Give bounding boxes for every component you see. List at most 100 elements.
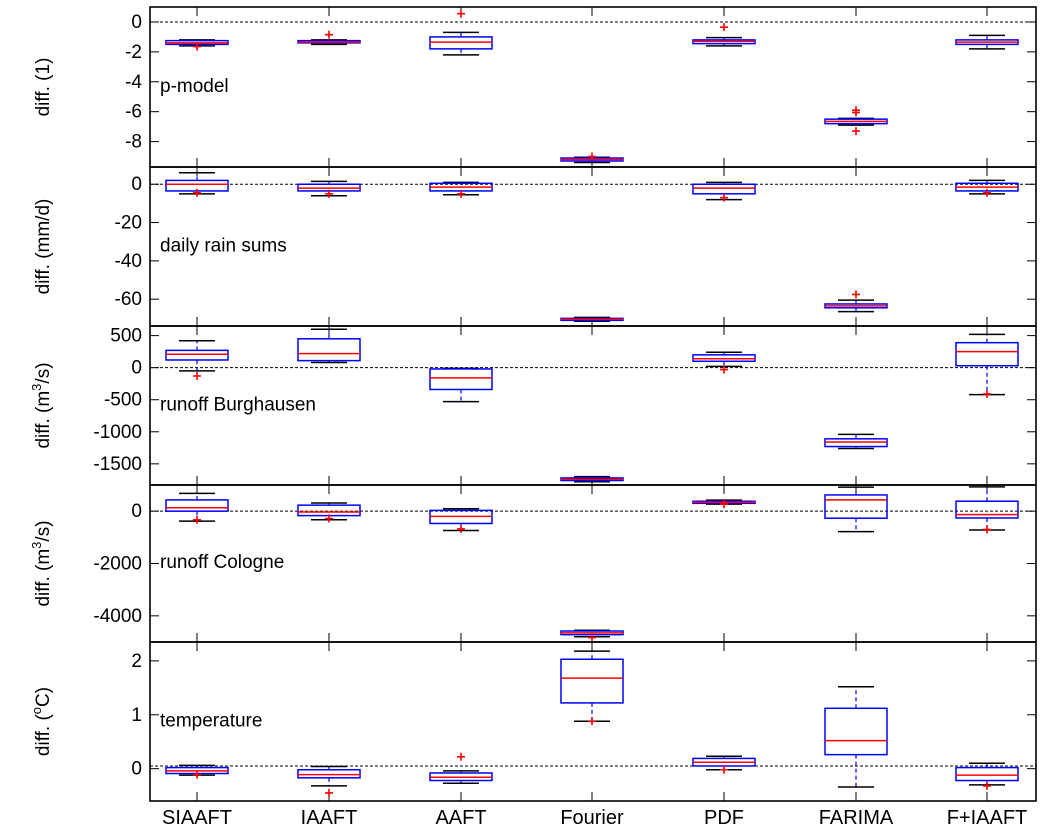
outlier-marker: [325, 514, 333, 523]
y-axis-label: diff. (1): [33, 58, 54, 117]
outlier-marker: [193, 770, 201, 779]
outlier-marker: [983, 389, 991, 398]
box-siaaft: [165, 339, 229, 381]
outlier-marker: [325, 189, 333, 198]
panel-5: 2 1 0 diff. (oC) temperature: [29, 641, 1037, 802]
y-tick-label: -4: [125, 72, 142, 93]
x-tick-label: AAFT: [435, 807, 486, 829]
box-pdf: [692, 181, 756, 202]
box-siaaft: [165, 764, 229, 779]
y-axis-label: diff. (oC): [29, 687, 54, 756]
box-iaaft: [297, 502, 361, 523]
box-f-iaaft: [955, 486, 1019, 534]
y-tick-label: -1000: [93, 422, 142, 443]
box-iqr: [297, 338, 361, 362]
outlier-marker: [720, 500, 728, 509]
y-tick-label: 0: [131, 12, 142, 33]
box-iqr: [955, 500, 1019, 519]
box-pdf: [692, 755, 756, 774]
panel-4: 0 -2000 -4000 diff. (m3/s) runoff Cologne: [29, 484, 1037, 643]
outlier-marker: [983, 188, 991, 197]
outlier-marker: [325, 30, 333, 39]
y-tick-label: 2: [131, 651, 142, 672]
outlier-marker: [720, 365, 728, 374]
outlier-marker: [983, 525, 991, 534]
box-siaaft: [165, 171, 229, 197]
outlier-marker: [852, 290, 860, 299]
box-farima: [824, 486, 888, 533]
box-aaft: [429, 367, 493, 403]
panel-1: 0 -2 -4 -6 -8 diff. (1) p-model: [33, 6, 1037, 168]
x-tick-label: FARIMA: [819, 807, 894, 829]
box-iqr: [824, 707, 888, 756]
y-tick-label: 500: [110, 326, 142, 347]
box-iaaft: [297, 30, 361, 46]
y-tick-label: -2: [125, 42, 142, 63]
box-iqr: [955, 766, 1019, 782]
box-aaft: [429, 9, 493, 56]
panel-annotation: runoff Cologne: [160, 552, 284, 573]
outlier-marker: [457, 752, 465, 761]
outlier-marker: [983, 781, 991, 790]
box-iqr: [429, 368, 493, 391]
panel-annotation: daily rain sums: [160, 235, 287, 256]
outlier-marker: [720, 765, 728, 774]
y-axis-label: diff. (m3/s): [29, 362, 54, 448]
y-tick-label: 0: [131, 174, 142, 195]
x-tick-label: PDF: [704, 807, 744, 829]
panel-2: 0 -20 -40 -60 diff. (mm/d) daily rain sums: [33, 166, 1037, 327]
outlier-marker: [193, 188, 201, 197]
box-farima: [824, 106, 888, 136]
outlier-marker: [193, 515, 201, 524]
x-tick-label: Fourier: [560, 807, 624, 829]
box-farima: [824, 290, 888, 313]
panels: 0 -2 -4 -6 -8 diff. (1) p-model 0 -20 -40 -60 diff.…: [29, 6, 1037, 802]
panel-frame: [149, 6, 1037, 168]
box-iqr: [560, 658, 624, 704]
y-axis-label: diff. (m3/s): [29, 520, 54, 606]
box-iaaft: [297, 765, 361, 797]
outlier-marker: [720, 23, 728, 32]
box-siaaft: [165, 39, 229, 51]
y-tick-label: -20: [115, 213, 142, 234]
y-tick-label: -6: [125, 102, 142, 123]
panel-annotation: p-model: [160, 76, 229, 97]
x-tick-label: F+IAAFT: [947, 807, 1028, 829]
outlier-marker: [852, 108, 860, 117]
x-axis: SIAAFT IAAFT AAFT Fourier PDF FARIMA F+IAAFT: [162, 807, 1027, 829]
box-farima: [824, 433, 888, 450]
box-iqr: [165, 349, 229, 361]
box-pdf: [692, 351, 756, 374]
outlier-marker: [325, 788, 333, 797]
outlier-marker: [852, 127, 860, 136]
y-axis-label: diff. (mm/d): [33, 199, 54, 295]
box-aaft: [429, 508, 493, 533]
outlier-marker: [588, 152, 596, 161]
outlier-marker: [193, 372, 201, 381]
outlier-marker: [588, 717, 596, 726]
box-f-iaaft: [955, 34, 1019, 50]
panel-frame: [149, 641, 1037, 802]
y-tick-label: -8: [125, 132, 142, 153]
outlier-marker: [588, 633, 596, 642]
box-iaaft: [297, 180, 361, 198]
panel-annotation: runoff Burghausen: [160, 394, 316, 415]
y-tick-label: -2000: [93, 554, 142, 575]
box-f-iaaft: [955, 333, 1019, 398]
box-siaaft: [165, 492, 229, 524]
x-tick-label: IAAFT: [301, 807, 358, 829]
x-tick-label: SIAAFT: [162, 807, 232, 829]
box-aaft: [429, 181, 493, 198]
box-pdf: [692, 499, 756, 509]
outlier-marker: [457, 189, 465, 198]
box-iaaft: [297, 328, 361, 364]
box-iqr: [824, 494, 888, 519]
box-f-iaaft: [955, 762, 1019, 790]
outlier-marker: [457, 9, 465, 18]
box-iqr: [955, 341, 1019, 367]
y-tick-label: 0: [131, 501, 142, 522]
panel-3: 500 0 -500 -1000 -1500 diff. (m3/s) runoff Bur…: [29, 325, 1037, 486]
panel-annotation: temperature: [160, 710, 262, 731]
box-iqr: [165, 499, 229, 512]
box-fourier: [560, 650, 624, 726]
